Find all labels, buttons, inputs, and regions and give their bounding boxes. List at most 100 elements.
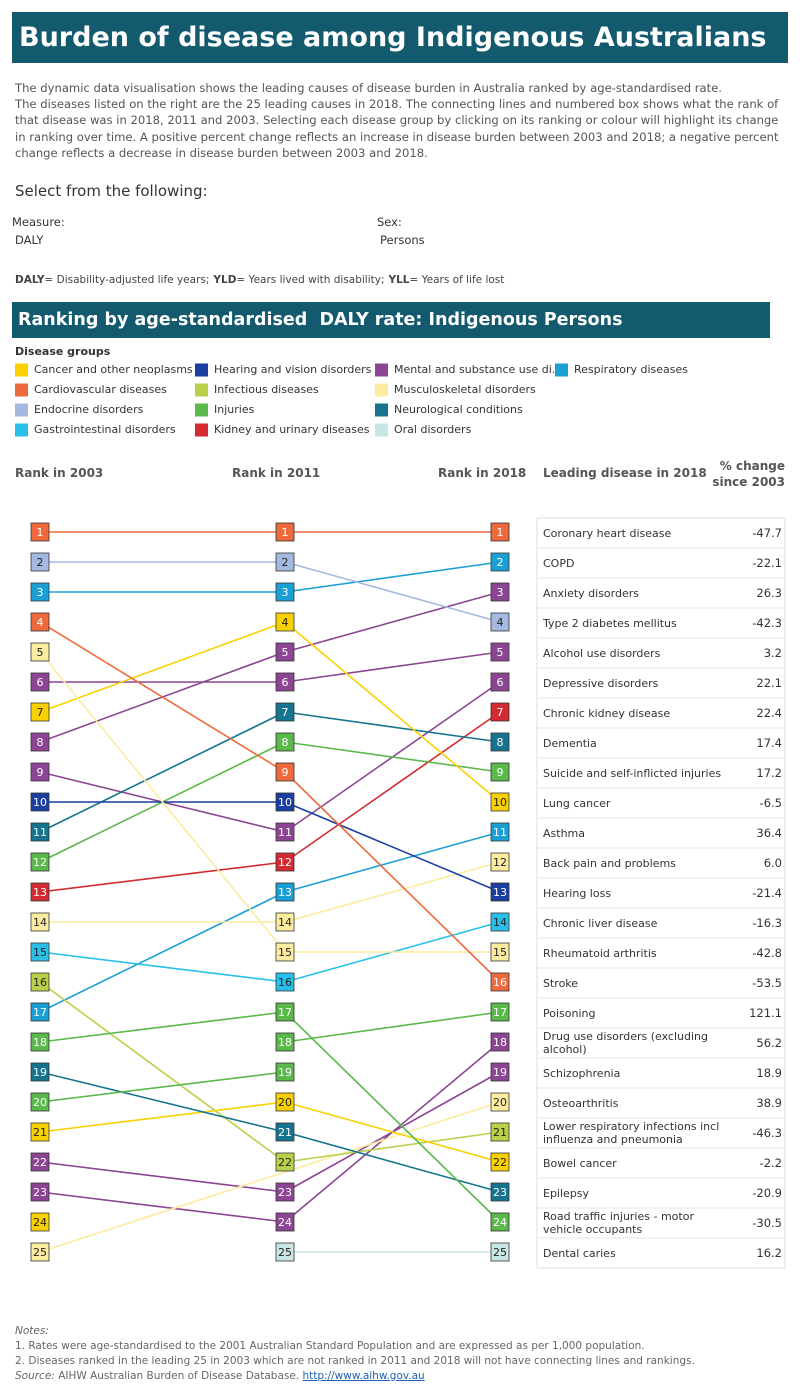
- rank-box[interactable]: [30, 1092, 50, 1112]
- rank-label[interactable]: 8: [282, 736, 289, 749]
- rank-box[interactable]: [490, 912, 510, 932]
- rank-box[interactable]: [275, 1122, 295, 1142]
- rank-label[interactable]: 1: [37, 526, 44, 539]
- disease-name[interactable]: Lower respiratory infections incl influe…: [543, 1120, 720, 1146]
- legend-label[interactable]: Hearing and vision disorders: [214, 363, 372, 376]
- rank-box[interactable]: [30, 912, 50, 932]
- legend-label[interactable]: Mental and substance use di..: [394, 363, 559, 376]
- rank-label[interactable]: 6: [497, 676, 504, 689]
- filter-value[interactable]: Persons: [380, 233, 425, 247]
- rank-box[interactable]: [275, 1062, 295, 1082]
- rank-label[interactable]: 25: [278, 1246, 292, 1259]
- disease-name[interactable]: Hearing loss: [543, 886, 612, 900]
- rank-box[interactable]: [30, 1122, 50, 1142]
- disease-name[interactable]: Road traffic injuries - motor vehicle oc…: [543, 1210, 694, 1236]
- rank-box[interactable]: [30, 942, 50, 962]
- rank-label[interactable]: 9: [282, 766, 289, 779]
- rank-label[interactable]: 14: [493, 916, 507, 929]
- rank-box[interactable]: [275, 1242, 295, 1262]
- rank-box[interactable]: [275, 552, 295, 572]
- rank-label[interactable]: 8: [37, 736, 44, 749]
- rank-label[interactable]: 23: [33, 1186, 47, 1199]
- legend-swatch[interactable]: [375, 403, 388, 417]
- rank-box[interactable]: [30, 852, 50, 872]
- legend-label[interactable]: Respiratory diseases: [574, 363, 688, 376]
- rank-box[interactable]: [275, 1152, 295, 1172]
- rank-box[interactable]: [30, 1242, 50, 1262]
- rank-box[interactable]: [490, 1062, 510, 1082]
- rank-label[interactable]: 3: [497, 586, 504, 599]
- rank-box[interactable]: [30, 642, 50, 662]
- rank-label[interactable]: 19: [493, 1066, 507, 1079]
- rank-box[interactable]: [490, 1122, 510, 1142]
- rank-label[interactable]: 22: [278, 1156, 292, 1169]
- disease-name[interactable]: Coronary heart disease: [543, 526, 672, 540]
- rank-label[interactable]: 9: [497, 766, 504, 779]
- disease-name[interactable]: Dental caries: [543, 1246, 616, 1260]
- rank-box[interactable]: [490, 1182, 510, 1202]
- rank-label[interactable]: 20: [33, 1096, 47, 1109]
- disease-name[interactable]: Poisoning: [543, 1006, 596, 1020]
- rank-label[interactable]: 6: [37, 676, 44, 689]
- legend-swatch[interactable]: [375, 423, 388, 437]
- rank-box[interactable]: [275, 702, 295, 722]
- rank-box[interactable]: [30, 732, 50, 752]
- disease-name[interactable]: Bowel cancer: [543, 1156, 617, 1170]
- rank-label[interactable]: 11: [278, 826, 292, 839]
- rank-box[interactable]: [275, 972, 295, 992]
- rank-label[interactable]: 3: [282, 586, 289, 599]
- disease-name[interactable]: Epilepsy: [543, 1186, 590, 1200]
- rank-label[interactable]: 22: [33, 1156, 47, 1169]
- rank-label[interactable]: 16: [278, 976, 292, 989]
- disease-name[interactable]: Suicide and self-inflicted injuries: [543, 766, 722, 780]
- disease-name[interactable]: Asthma: [543, 826, 585, 840]
- rank-label[interactable]: 13: [278, 886, 292, 899]
- rank-label[interactable]: 4: [497, 616, 504, 629]
- rank-box[interactable]: [490, 1212, 510, 1232]
- rank-box[interactable]: [275, 1212, 295, 1232]
- legend-swatch[interactable]: [195, 423, 208, 437]
- disease-name[interactable]: Chronic kidney disease: [543, 706, 671, 720]
- rank-box[interactable]: [30, 672, 50, 692]
- rank-label[interactable]: 4: [37, 616, 44, 629]
- legend-swatch[interactable]: [15, 423, 28, 437]
- rank-box[interactable]: [490, 882, 510, 902]
- disease-name[interactable]: Type 2 diabetes mellitus: [543, 616, 677, 630]
- rank-box[interactable]: [490, 822, 510, 842]
- rank-box[interactable]: [275, 1002, 295, 1022]
- rank-label[interactable]: 12: [278, 856, 292, 869]
- rank-label[interactable]: 12: [493, 856, 507, 869]
- rank-box[interactable]: [30, 1182, 50, 1202]
- rank-box[interactable]: [30, 1212, 50, 1232]
- rank-label[interactable]: 23: [278, 1186, 292, 1199]
- rank-label[interactable]: 8: [497, 736, 504, 749]
- rank-box[interactable]: [30, 882, 50, 902]
- rank-label[interactable]: 10: [33, 796, 47, 809]
- rank-label[interactable]: 14: [278, 916, 292, 929]
- rank-label[interactable]: 19: [33, 1066, 47, 1079]
- rank-label[interactable]: 2: [282, 556, 289, 569]
- rank-label[interactable]: 22: [493, 1156, 507, 1169]
- disease-name[interactable]: Drug use disorders (excluding alcohol): [543, 1030, 708, 1056]
- rank-box[interactable]: [30, 792, 50, 812]
- rank-box[interactable]: [490, 672, 510, 692]
- disease-name[interactable]: Stroke: [543, 976, 579, 990]
- rank-box[interactable]: [490, 582, 510, 602]
- rank-box[interactable]: [30, 1062, 50, 1082]
- disease-name[interactable]: COPD: [543, 556, 575, 570]
- legend-swatch[interactable]: [15, 383, 28, 397]
- rank-box[interactable]: [490, 1152, 510, 1172]
- rank-box[interactable]: [30, 1002, 50, 1022]
- rank-box[interactable]: [490, 1002, 510, 1022]
- rank-label[interactable]: 16: [33, 976, 47, 989]
- rank-label[interactable]: 25: [493, 1246, 507, 1259]
- disease-name[interactable]: Lung cancer: [543, 796, 611, 810]
- rank-box[interactable]: [30, 1152, 50, 1172]
- rank-label[interactable]: 3: [37, 586, 44, 599]
- rank-label[interactable]: 23: [493, 1186, 507, 1199]
- legend-label[interactable]: Cancer and other neoplasms: [34, 363, 193, 376]
- rank-box[interactable]: [490, 762, 510, 782]
- rank-label[interactable]: 7: [497, 706, 504, 719]
- rank-label[interactable]: 16: [493, 976, 507, 989]
- legend-swatch[interactable]: [555, 363, 568, 377]
